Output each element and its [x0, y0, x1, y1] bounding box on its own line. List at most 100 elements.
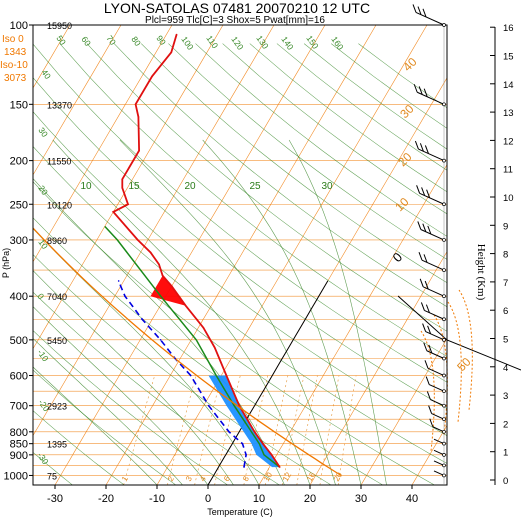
height-tick-label: 13	[503, 108, 514, 119]
moist-adiabat-line	[288, 139, 387, 485]
dry-adiabat-line	[33, 146, 447, 464]
wind-barb-feather	[423, 88, 428, 97]
moist-adiabat-label: 20	[184, 181, 196, 192]
isotherm-line	[33, 25, 173, 263]
temperature-point	[121, 178, 124, 181]
wind-station-circle	[442, 429, 446, 434]
wind-station-circle	[442, 417, 446, 422]
dewpoint-point	[131, 304, 133, 307]
iso0-value: 1343	[4, 47, 27, 58]
wind-barb-feather	[427, 225, 432, 235]
iso10-label: Iso-10	[0, 60, 28, 71]
zero-isotherm-line	[207, 280, 329, 485]
height-tick-label: 3	[503, 391, 508, 402]
iso10-value: 3073	[4, 73, 27, 84]
moist-adiabat-line	[33, 366, 158, 485]
wind-barb-feather	[425, 304, 430, 313]
wind-barb-feather	[419, 278, 424, 288]
wind-barb-feather	[424, 280, 429, 290]
height-tick-label: 14	[503, 80, 514, 91]
y-tick-label: 400	[10, 291, 28, 303]
height-tick-label: 10	[503, 193, 514, 204]
y-tick-label: 500	[10, 335, 28, 347]
dry-adiabat-line	[33, 451, 73, 485]
geopotential-label: 2923	[47, 402, 67, 412]
dry-adiabat-line	[33, 111, 447, 436]
moist-adiabat-line	[52, 139, 311, 485]
wind-barb	[426, 350, 445, 359]
wind-station-circle	[442, 452, 446, 457]
temperature-point	[213, 346, 216, 349]
geopotential-label: 10120	[47, 200, 72, 210]
wind-station-circle	[442, 268, 446, 272]
hodograph-ring	[420, 330, 435, 452]
y-tick-label: 100	[10, 20, 28, 32]
wind-station-circle	[442, 317, 446, 322]
x-tick-label: -20	[98, 493, 114, 505]
temperature-point	[138, 149, 140, 152]
dry-adiabat-line	[33, 217, 383, 485]
wind-barb	[415, 11, 445, 26]
temperature-point	[121, 187, 124, 189]
hodograph-ring	[447, 301, 462, 423]
height-tick-label: 9	[503, 221, 508, 232]
y-tick-label: 300	[10, 235, 28, 247]
dry-adiabat-line	[33, 291, 280, 485]
wind-barb-feather	[414, 140, 419, 150]
x-tick-label: 10	[253, 493, 265, 505]
x-tick-label: -10	[149, 493, 165, 505]
temperature-point	[253, 431, 256, 433]
wind-barb-feather	[419, 143, 424, 152]
isotherm-top-label: 130	[254, 33, 270, 51]
mixing-ratio-label: 2	[166, 474, 176, 483]
geopotential-label: 5450	[47, 336, 67, 346]
geopotential-label: 13370	[47, 100, 72, 110]
isotherm-top-label: 110	[204, 33, 220, 50]
mixing-ratio-label: 16	[305, 470, 318, 483]
dry-adiabat-label: 40	[39, 67, 53, 81]
wind-barb-feather	[421, 187, 426, 196]
hodograph-ring-label: 40	[400, 55, 420, 75]
y-tick-label: 900	[10, 450, 28, 462]
height-tick-label: 4	[503, 363, 508, 374]
moist-adiabat-line	[202, 139, 362, 485]
isotherm-line	[258, 164, 447, 485]
dewpoint-point	[245, 454, 247, 456]
temperature-point	[161, 274, 164, 277]
moist-adiabat-line	[119, 139, 336, 485]
wind-barb-feather	[424, 360, 429, 369]
height-tick-label: 6	[503, 306, 508, 317]
dry-adiabat-line	[113, 43, 447, 308]
isotherm-line	[33, 25, 122, 176]
iso0-label: Iso 0	[2, 34, 24, 45]
mixing-ratio-label: 3	[184, 474, 194, 483]
temperature-point	[158, 263, 160, 266]
wind-station-circle	[442, 389, 446, 394]
dewpoint-point	[241, 442, 244, 445]
isotherm-top-label: 120	[229, 34, 245, 52]
dry-adiabat-line	[33, 77, 447, 409]
dry-adiabat-line	[33, 181, 435, 485]
wind-barb	[425, 331, 445, 341]
height-tick-label: 11	[503, 165, 513, 176]
dry-adiabat-line	[33, 330, 228, 485]
geopotential-label: 1395	[47, 440, 67, 450]
wind-barb-feather	[426, 189, 431, 198]
dewpoint-point	[124, 295, 126, 298]
geopotential-label: 15950	[47, 21, 72, 31]
wind-station-circle	[442, 473, 446, 478]
dewpoint-line	[117, 280, 247, 468]
wind-barb-feather	[427, 325, 432, 334]
mixing-ratio-label: 1	[120, 474, 130, 483]
plot-frame	[32, 24, 448, 486]
y-tick-label: 850	[10, 439, 28, 451]
height-tick-label: 15	[503, 52, 514, 63]
hodograph-ring-label: 20	[395, 150, 415, 170]
moist-adiabat-line	[33, 306, 209, 485]
isotherm-top-label: 50	[54, 33, 68, 47]
dry-adiabat-label: 30	[36, 125, 50, 139]
y-tick-label: 150	[10, 99, 28, 111]
dewpoint-point	[119, 285, 122, 287]
temperature-point	[238, 404, 241, 407]
